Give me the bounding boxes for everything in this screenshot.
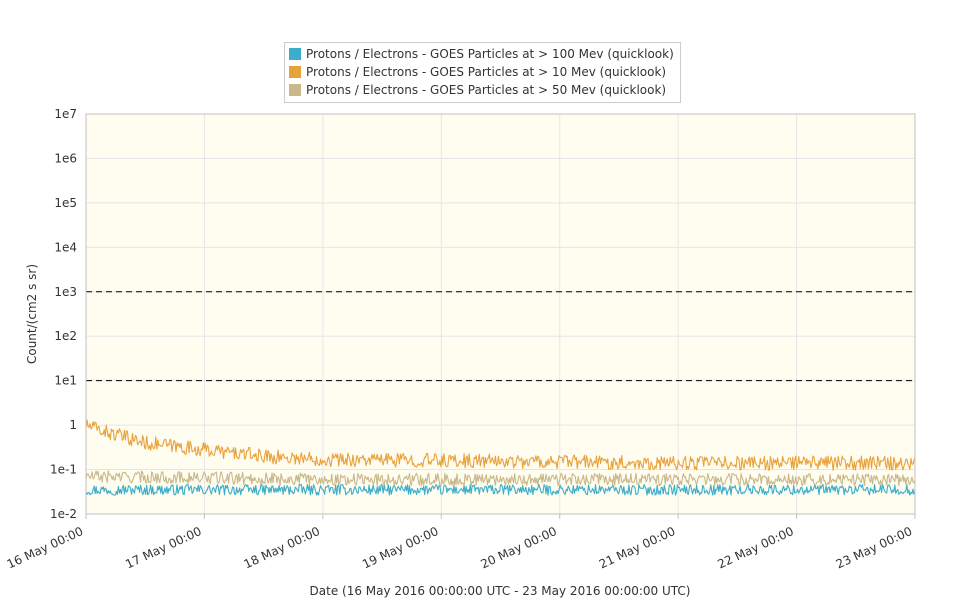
y-tick-label: 1e-1 xyxy=(50,463,77,477)
legend-item-100mev[interactable]: Protons / Electrons - GOES Particles at … xyxy=(289,45,674,63)
y-tick-labels: 1e-2 1e-1 1 1e1 1e2 1e3 1e4 1e5 1e6 1e7 xyxy=(50,107,77,521)
series-line-1 xyxy=(85,419,916,471)
x-tick-label: 16 May 00:00 xyxy=(5,524,86,571)
x-tick-label: 23 May 00:00 xyxy=(834,524,915,571)
legend-label-10mev: Protons / Electrons - GOES Particles at … xyxy=(306,65,667,79)
y-tick-label: 1e3 xyxy=(54,285,77,299)
x-tick-label: 17 May 00:00 xyxy=(123,524,204,571)
y-tick-label: 1e7 xyxy=(54,107,77,121)
x-axis-title: Date (16 May 2016 00:00:00 UTC - 23 May … xyxy=(310,584,691,598)
legend-label-50mev: Protons / Electrons - GOES Particles at … xyxy=(306,83,667,97)
y-tick-label: 1e-2 xyxy=(50,507,77,521)
series-line-0 xyxy=(85,483,916,496)
plot-background xyxy=(86,114,915,514)
x-tick-label: 20 May 00:00 xyxy=(478,524,559,571)
y-tick-label: 1e2 xyxy=(54,329,77,343)
legend: Protons / Electrons - GOES Particles at … xyxy=(284,42,681,103)
x-tick-label: 19 May 00:00 xyxy=(360,524,441,571)
series-layer xyxy=(85,419,916,496)
series-line-2 xyxy=(85,470,916,487)
x-tick-label: 22 May 00:00 xyxy=(715,524,796,571)
y-axis-title: Count/(cm2 s sr) xyxy=(25,264,39,364)
threshold-lines xyxy=(86,291,915,382)
plot-border xyxy=(85,113,916,515)
y-tick-label: 1e4 xyxy=(54,240,77,254)
x-tick-labels: 16 May 00:00 17 May 00:00 18 May 00:00 19 M… xyxy=(5,524,915,571)
legend-swatch-100mev xyxy=(289,48,301,60)
y-tick-label: 1e6 xyxy=(54,151,77,165)
legend-swatch-10mev xyxy=(289,66,301,78)
legend-item-10mev[interactable]: Protons / Electrons - GOES Particles at … xyxy=(289,63,674,81)
y-tick-label: 1e5 xyxy=(54,196,77,210)
x-tick-label: 21 May 00:00 xyxy=(597,524,678,571)
legend-swatch-50mev xyxy=(289,84,301,96)
legend-label-100mev: Protons / Electrons - GOES Particles at … xyxy=(306,47,674,61)
y-tick-label: 1e1 xyxy=(54,374,77,388)
x-tick-label: 18 May 00:00 xyxy=(242,524,323,571)
y-tick-label: 1 xyxy=(69,418,77,432)
legend-item-50mev[interactable]: Protons / Electrons - GOES Particles at … xyxy=(289,81,674,99)
